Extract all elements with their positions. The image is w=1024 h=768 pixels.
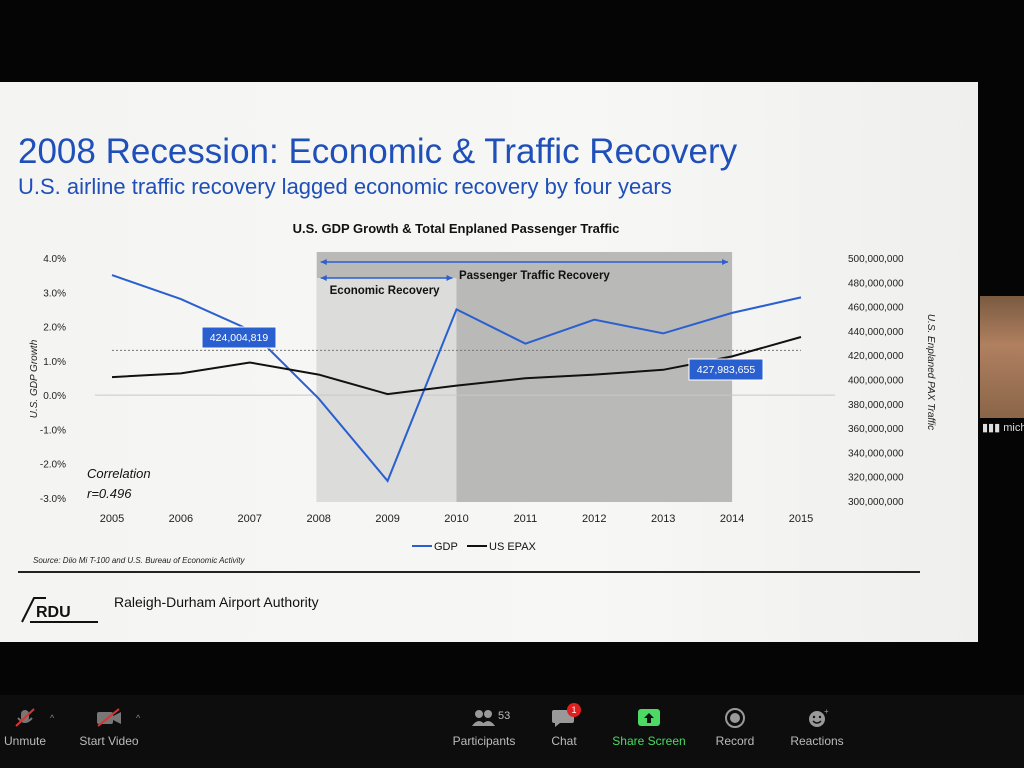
y-tick-label: 1.0% (43, 357, 66, 368)
rdu-logo: RDU (21, 597, 98, 623)
x-tick-label: 2009 (375, 513, 399, 525)
unmute-label: Unmute (3, 734, 47, 748)
participants-label: Participants (452, 734, 516, 748)
share-screen-button[interactable]: Share Screen (608, 695, 690, 755)
record-icon (721, 708, 749, 728)
x-tick-label: 2010 (444, 513, 468, 525)
x-tick-label: 2005 (100, 513, 124, 525)
series-line-gdp (111, 274, 802, 483)
y2-tick-label: 460,000,000 (848, 303, 904, 314)
y2-tick-label: 440,000,000 (848, 327, 904, 338)
y2-tick-label: 360,000,000 (848, 424, 904, 435)
legend-entry: US EPAX (489, 541, 537, 552)
chat-unread-badge: 1 (567, 703, 581, 717)
shared-slide: 2008 Recession: Economic & Traffic Recov… (0, 82, 978, 642)
record-label: Record (715, 734, 755, 748)
y-tick-label: 0.0% (43, 391, 66, 402)
x-tick-label: 2011 (514, 513, 538, 525)
start-video-button[interactable]: Start Video (76, 695, 142, 755)
muted-microphone-icon (11, 708, 39, 728)
footer-divider (18, 571, 920, 573)
y2-tick-label: 300,000,000 (848, 497, 904, 508)
reactions-smiley-icon: + (803, 707, 831, 728)
y2-tick-label: 400,000,000 (848, 376, 904, 387)
video-off-icon (95, 708, 123, 728)
video-options-caret-icon[interactable]: ^ (136, 713, 141, 723)
source-note: Source: Diio Mi T-100 and U.S. Bureau of… (33, 556, 245, 565)
y-tick-label: 4.0% (43, 254, 66, 265)
y-tick-label: 2.0% (43, 323, 66, 334)
callout-label: 424,004,819 (210, 332, 269, 344)
y2-tick-label: 480,000,000 (848, 278, 904, 289)
share-screen-label: Share Screen (612, 734, 686, 748)
economic-recovery-label: Economic Recovery (330, 285, 441, 297)
y-tick-label: -2.0% (40, 460, 66, 471)
x-tick-label: 2006 (169, 513, 193, 525)
y-tick-label: 3.0% (43, 288, 66, 299)
y2-tick-label: 420,000,000 (848, 351, 904, 362)
svg-text:RDU: RDU (36, 604, 71, 621)
x-tick-label: 2012 (582, 513, 606, 525)
chat-icon: 1 (550, 703, 581, 728)
callout-box (201, 326, 277, 349)
y-axis-title: U.S. GDP Growth (29, 339, 40, 418)
start-video-label: Start Video (79, 734, 139, 748)
legend-entry: GDP (434, 541, 458, 552)
series-line-us-epax (111, 336, 802, 396)
y2-axis-title: U.S. Enplaned PAX Traffic (925, 314, 936, 430)
x-tick-label: 2008 (306, 513, 330, 525)
y2-tick-label: 380,000,000 (848, 400, 904, 411)
x-tick-label: 2013 (651, 513, 675, 525)
callout-box (688, 358, 764, 381)
chat-button[interactable]: 1 Chat (544, 695, 584, 755)
y2-tick-label: 340,000,000 (848, 448, 904, 459)
passenger-recovery-label: Passenger Traffic Recovery (459, 270, 610, 282)
participants-button[interactable]: 53 Participants (449, 695, 519, 755)
participants-count: 53 (498, 710, 511, 722)
chart-title: U.S. GDP Growth & Total Enplaned Passeng… (293, 221, 620, 236)
callout-label: 427,983,655 (697, 364, 756, 376)
y-tick-label: -1.0% (40, 425, 66, 436)
x-tick-label: 2014 (720, 513, 744, 525)
meeting-toolbar: Unmute ^ Start Video ^ 53 Participants 1… (0, 695, 1024, 768)
signal-bars-icon: ▮▮▮ (982, 422, 1001, 434)
share-screen-icon (635, 708, 663, 728)
correlation-value: r=0.496 (87, 486, 132, 501)
economic-recovery-region (316, 278, 457, 502)
y2-tick-label: 320,000,000 (848, 473, 904, 484)
participant-name-tag: ▮▮▮ mich (982, 421, 1024, 434)
participant-video-thumbnail[interactable] (980, 296, 1024, 418)
chat-label: Chat (551, 734, 577, 748)
correlation-annotation: Correlation (87, 466, 151, 481)
y2-tick-label: 500,000,000 (848, 254, 904, 265)
record-button[interactable]: Record (712, 695, 758, 755)
x-tick-label: 2007 (238, 513, 262, 525)
participant-name: mich (1003, 422, 1024, 434)
participants-icon: 53 (470, 708, 510, 728)
reactions-label: Reactions (790, 734, 844, 748)
slide-title: 2008 Recession: Economic & Traffic Recov… (18, 132, 738, 171)
authority-name: Raleigh-Durham Airport Authority (114, 594, 319, 610)
svg-text:+: + (824, 708, 829, 716)
slide-subtitle: U.S. airline traffic recovery lagged eco… (18, 174, 672, 199)
line-chart: U.S. GDP Growth & Total Enplaned Passeng… (29, 221, 936, 552)
unmute-button[interactable]: Unmute (0, 695, 50, 755)
reactions-button[interactable]: + Reactions (786, 695, 848, 755)
x-tick-label: 2015 (789, 513, 813, 525)
y-tick-label: -3.0% (40, 494, 66, 505)
audio-options-caret-icon[interactable]: ^ (50, 713, 55, 723)
